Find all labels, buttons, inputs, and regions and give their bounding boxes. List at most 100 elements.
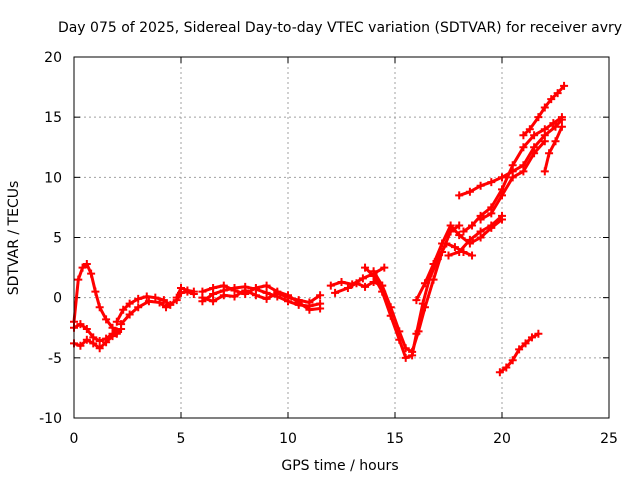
data-point xyxy=(151,293,160,302)
data-point xyxy=(515,345,524,354)
data-point xyxy=(476,215,485,224)
data-point xyxy=(305,298,314,307)
series-arc-19 xyxy=(543,125,564,173)
data-point xyxy=(530,131,539,140)
data-point xyxy=(76,341,85,350)
data-point xyxy=(530,143,539,152)
data-point xyxy=(82,259,91,268)
data-point xyxy=(502,363,511,372)
data-point xyxy=(386,303,395,312)
y-tick-label: 5 xyxy=(53,231,62,247)
data-point xyxy=(487,178,496,187)
data-point xyxy=(102,315,111,324)
data-point xyxy=(102,338,111,347)
data-point xyxy=(112,317,121,326)
data-point xyxy=(557,115,566,124)
y-tick-label: 10 xyxy=(44,170,62,186)
data-point xyxy=(476,227,485,236)
data-point xyxy=(527,333,536,342)
data-point xyxy=(465,235,474,244)
x-tick-label: 0 xyxy=(70,431,79,447)
data-point xyxy=(87,269,96,278)
data-point xyxy=(455,231,464,240)
x-tick-label: 10 xyxy=(279,431,297,447)
series-arc-14 xyxy=(414,217,504,302)
data-point xyxy=(361,263,370,272)
data-point xyxy=(343,284,352,293)
plot-frame xyxy=(73,56,610,419)
data-point xyxy=(95,344,104,353)
data-point xyxy=(465,187,474,196)
data-point xyxy=(209,284,218,293)
data-point xyxy=(159,296,168,305)
data-point xyxy=(476,181,485,190)
data-point xyxy=(89,339,98,348)
data-point xyxy=(326,281,335,290)
data-point xyxy=(284,293,292,302)
data-point xyxy=(420,279,429,288)
data-point xyxy=(142,292,151,301)
data-point xyxy=(455,247,464,256)
data-point xyxy=(331,288,340,297)
data-point xyxy=(438,239,447,248)
x-tick-label: 5 xyxy=(177,431,186,447)
data-point xyxy=(162,303,171,312)
chart-title: Day 075 of 2025, Sidereal Day-to-day VTE… xyxy=(58,20,622,36)
data-point xyxy=(82,335,91,344)
data-point xyxy=(450,243,459,252)
y-tick-label: -10 xyxy=(39,411,62,427)
data-point xyxy=(455,221,464,230)
data-point xyxy=(95,336,104,345)
data-point xyxy=(455,191,464,200)
data-point xyxy=(117,320,126,329)
data-point xyxy=(429,275,438,284)
data-point xyxy=(468,251,477,260)
y-tick-label: -5 xyxy=(48,351,62,367)
data-point xyxy=(125,299,134,308)
data-point xyxy=(534,113,543,122)
data-point xyxy=(273,288,282,297)
data-point xyxy=(414,327,423,336)
data-series xyxy=(70,81,569,377)
x-axis-ticks: 0 5 10 15 20 25 xyxy=(70,57,618,447)
y-tick-label: 20 xyxy=(44,50,62,66)
y-axis-ticks: -10 -5 0 5 10 15 20 xyxy=(39,50,609,427)
data-point xyxy=(134,303,143,312)
data-point xyxy=(378,281,387,290)
data-point xyxy=(177,284,185,293)
data-point xyxy=(91,287,100,296)
data-point xyxy=(540,103,549,112)
data-point xyxy=(519,161,528,170)
data-point xyxy=(401,344,410,353)
data-point xyxy=(429,259,438,268)
data-point xyxy=(459,227,468,236)
data-point xyxy=(408,347,417,356)
data-point xyxy=(395,327,404,336)
data-point xyxy=(119,305,128,314)
data-point xyxy=(551,137,560,146)
data-point xyxy=(495,368,504,377)
data-point xyxy=(316,304,325,313)
x-axis-label: GPS time / hours xyxy=(281,458,398,474)
data-point xyxy=(560,81,569,90)
data-point xyxy=(369,267,378,276)
data-point xyxy=(134,294,143,303)
data-point xyxy=(305,305,314,314)
series-arc-5 xyxy=(119,290,196,326)
data-point xyxy=(337,278,346,287)
y-tick-label: 15 xyxy=(44,110,62,126)
data-point xyxy=(198,293,207,302)
data-point xyxy=(444,251,453,260)
data-point xyxy=(519,143,528,152)
data-point xyxy=(294,296,303,305)
data-point xyxy=(74,275,83,284)
data-point xyxy=(361,282,370,291)
data-point xyxy=(262,281,271,290)
data-point xyxy=(241,286,250,295)
data-point xyxy=(251,291,260,300)
data-point xyxy=(553,89,562,98)
data-point xyxy=(262,294,271,303)
data-point xyxy=(78,263,87,272)
data-point xyxy=(487,209,496,218)
